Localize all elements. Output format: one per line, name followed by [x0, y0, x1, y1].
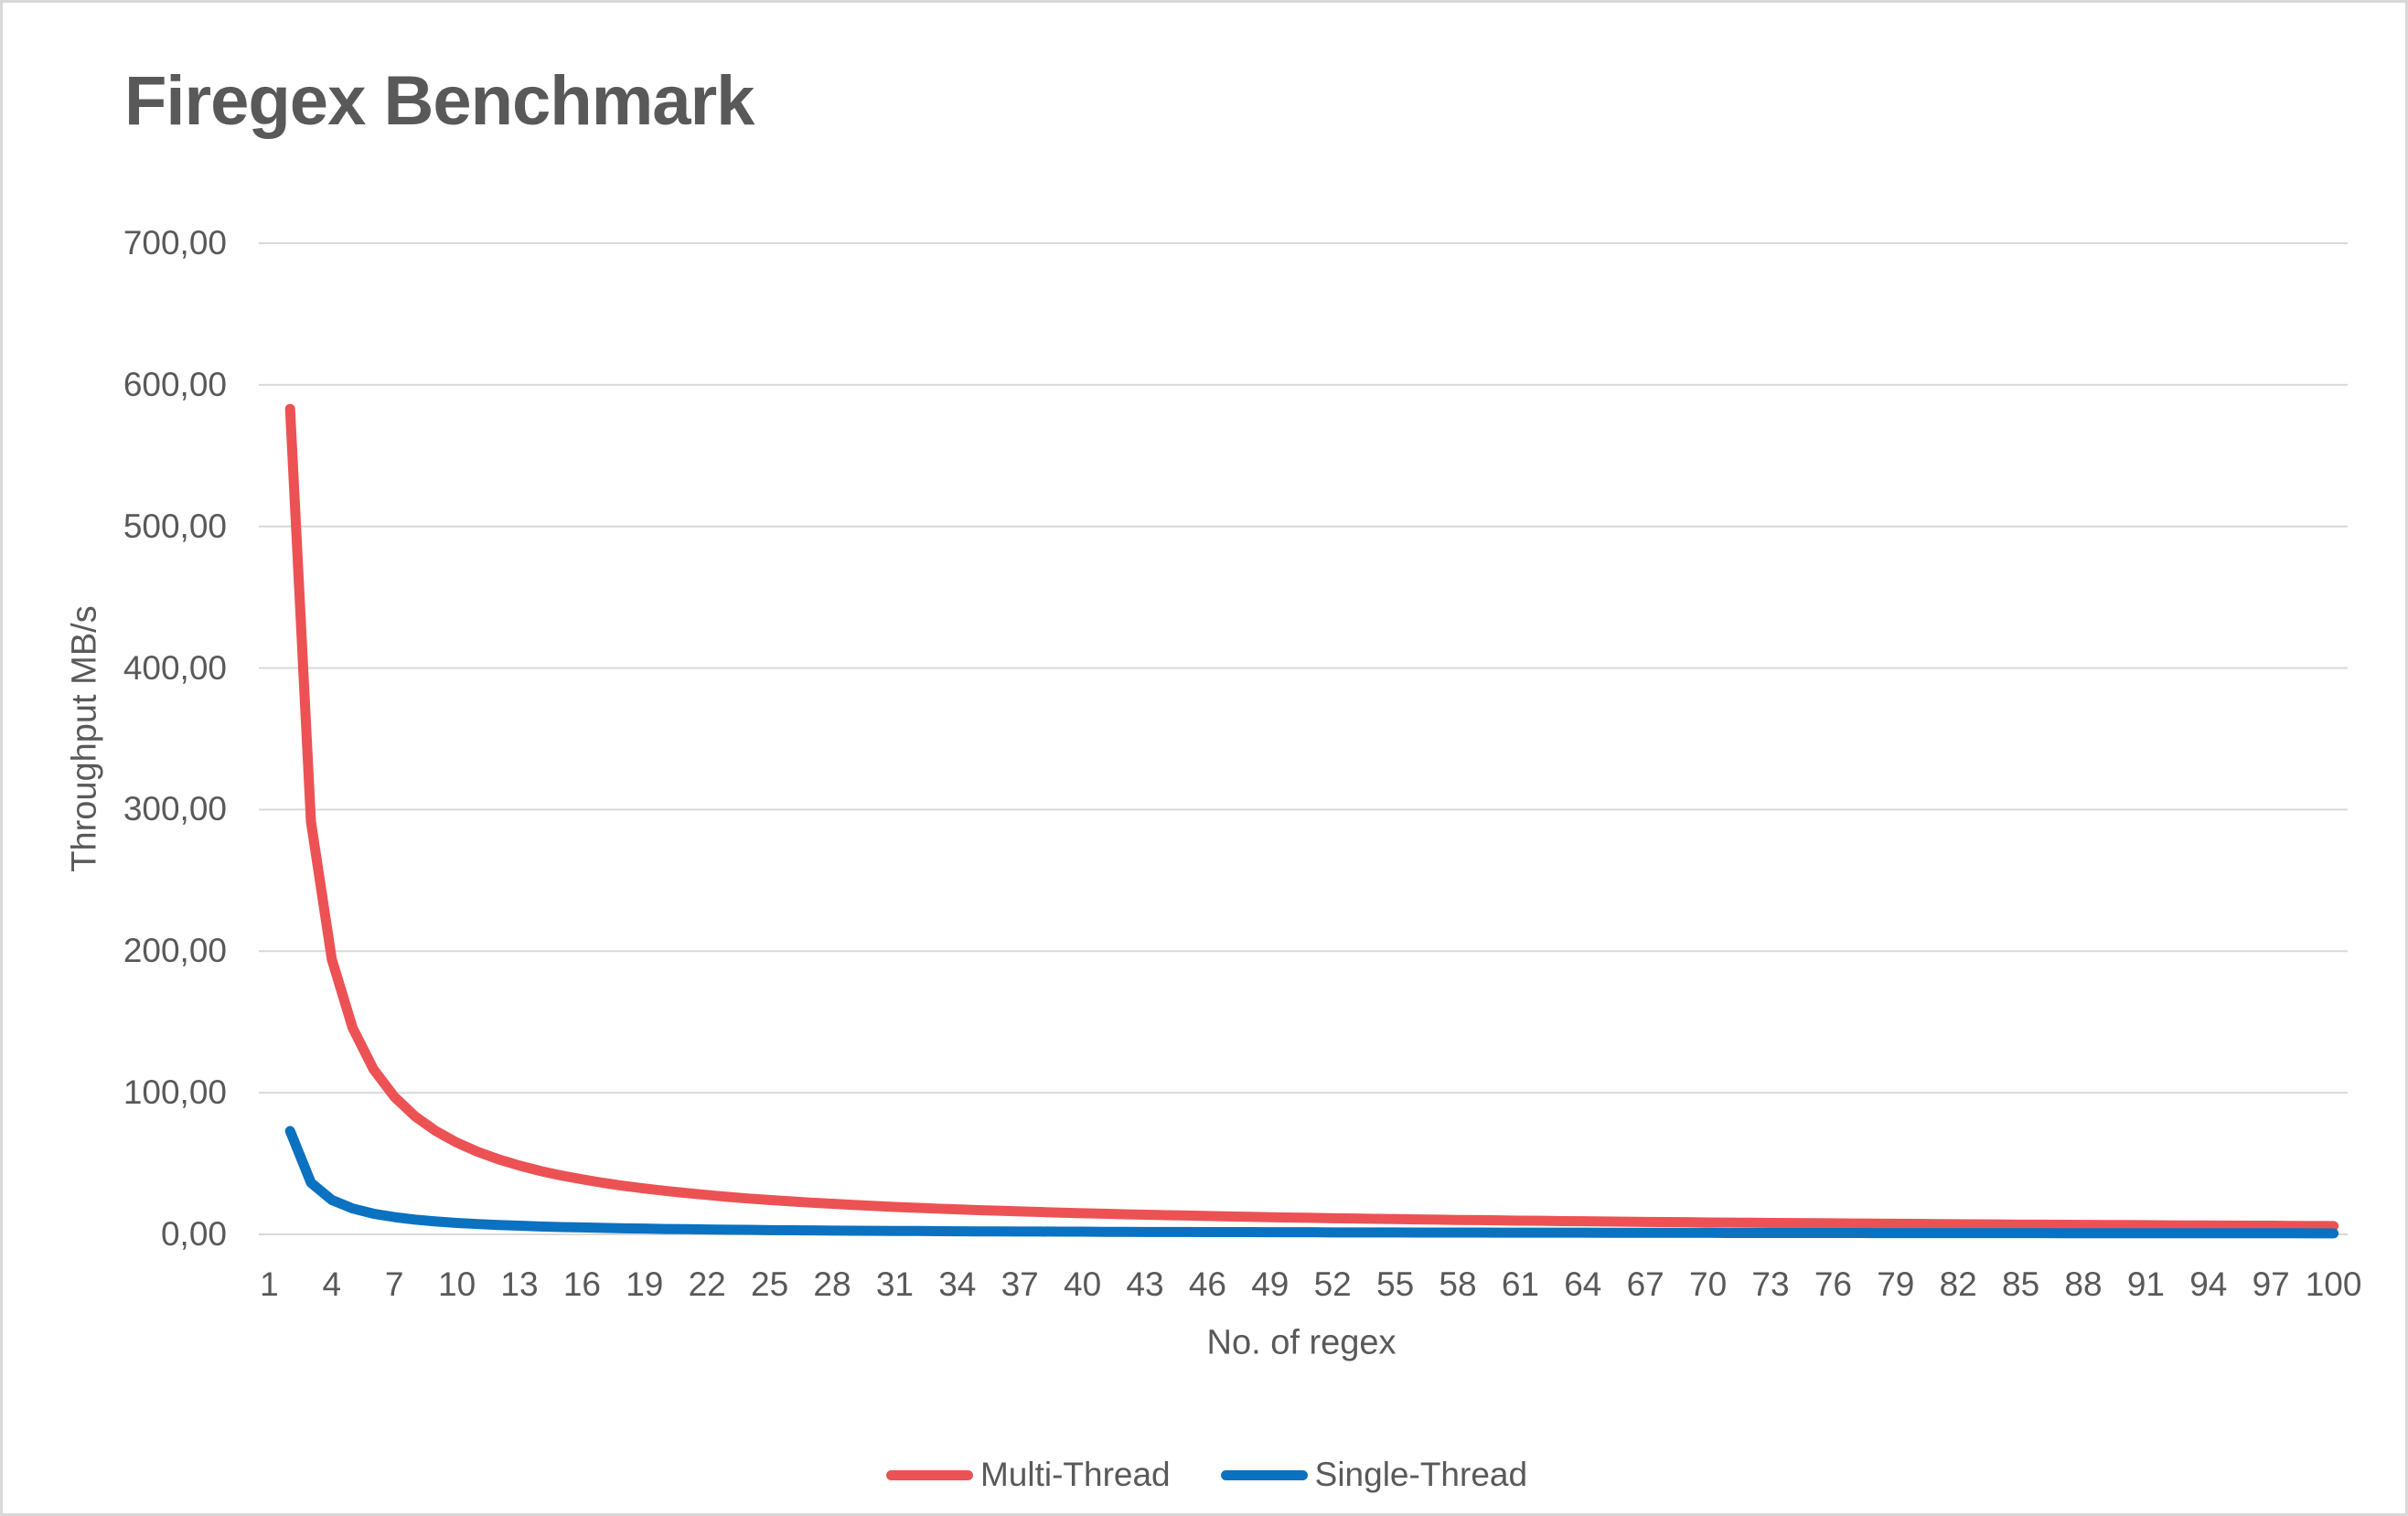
x-tick-label-49: 49 — [1251, 1265, 1290, 1303]
legend: Multi-Thread Single-Thread — [3, 1456, 2405, 1494]
y-tick-label-300: 300,00 — [123, 790, 227, 828]
legend-item-single-thread: Single-Thread — [1220, 1456, 1528, 1494]
x-tick-label-25: 25 — [751, 1265, 789, 1303]
chart-title: Firegex Benchmark — [124, 62, 755, 140]
x-tick-label-91: 91 — [2126, 1265, 2165, 1303]
x-tick-label-43: 43 — [1126, 1265, 1164, 1303]
x-axis-title: No. of regex — [1206, 1323, 1397, 1362]
x-tick-label-7: 7 — [384, 1265, 404, 1303]
x-tick-label-76: 76 — [1814, 1265, 1852, 1303]
legend-swatch-single-thread — [1220, 1469, 1308, 1480]
legend-label-single-thread: Single-Thread — [1314, 1456, 1528, 1493]
x-tick-label-70: 70 — [1689, 1265, 1728, 1303]
x-tick-label-64: 64 — [1564, 1265, 1602, 1303]
y-tick-label-400: 400,00 — [123, 648, 227, 687]
x-tick-label-16: 16 — [562, 1265, 601, 1303]
x-tick-label-88: 88 — [2064, 1265, 2103, 1303]
x-tick-label-19: 19 — [626, 1265, 664, 1303]
x-tick-label-1: 1 — [260, 1265, 279, 1303]
legend-swatch-multi-thread — [885, 1469, 973, 1480]
x-tick-label-82: 82 — [1939, 1265, 1977, 1303]
x-tick-label-85: 85 — [2002, 1265, 2040, 1303]
y-tick-label-100: 100,00 — [123, 1073, 227, 1112]
legend-item-multi-thread: Multi-Thread — [885, 1456, 1171, 1494]
y-tick-label-700: 700,00 — [123, 224, 227, 262]
x-tick-label-61: 61 — [1501, 1265, 1539, 1303]
x-tick-label-28: 28 — [813, 1265, 851, 1303]
x-tick-label-100: 100 — [2305, 1265, 2362, 1303]
x-tick-label-46: 46 — [1188, 1265, 1226, 1303]
x-tick-label-52: 52 — [1313, 1265, 1352, 1303]
x-tick-label-55: 55 — [1376, 1265, 1415, 1303]
x-tick-label-10: 10 — [438, 1265, 476, 1303]
x-tick-label-97: 97 — [2252, 1265, 2290, 1303]
y-tick-label-600: 600,00 — [123, 365, 227, 403]
x-tick-label-22: 22 — [688, 1265, 726, 1303]
x-tick-label-31: 31 — [875, 1265, 914, 1303]
legend-label-multi-thread: Multi-Thread — [979, 1456, 1171, 1493]
x-tick-label-58: 58 — [1439, 1265, 1477, 1303]
x-tick-label-73: 73 — [1751, 1265, 1790, 1303]
y-tick-label-0: 0,00 — [160, 1215, 227, 1253]
series-line-multi-thread — [284, 403, 2339, 1232]
x-tick-label-37: 37 — [1001, 1265, 1039, 1303]
x-tick-label-94: 94 — [2189, 1265, 2228, 1303]
y-tick-label-500: 500,00 — [123, 507, 227, 545]
series-line-single-thread — [284, 1126, 2339, 1239]
x-tick-label-13: 13 — [500, 1265, 539, 1303]
x-tick-label-4: 4 — [322, 1265, 342, 1303]
x-tick-label-40: 40 — [1064, 1265, 1102, 1303]
x-tick-label-67: 67 — [1626, 1265, 1664, 1303]
x-tick-label-79: 79 — [1877, 1265, 1915, 1303]
x-tick-label-34: 34 — [938, 1265, 977, 1303]
plot-area — [259, 242, 2348, 1239]
y-tick-label-200: 200,00 — [123, 932, 227, 970]
